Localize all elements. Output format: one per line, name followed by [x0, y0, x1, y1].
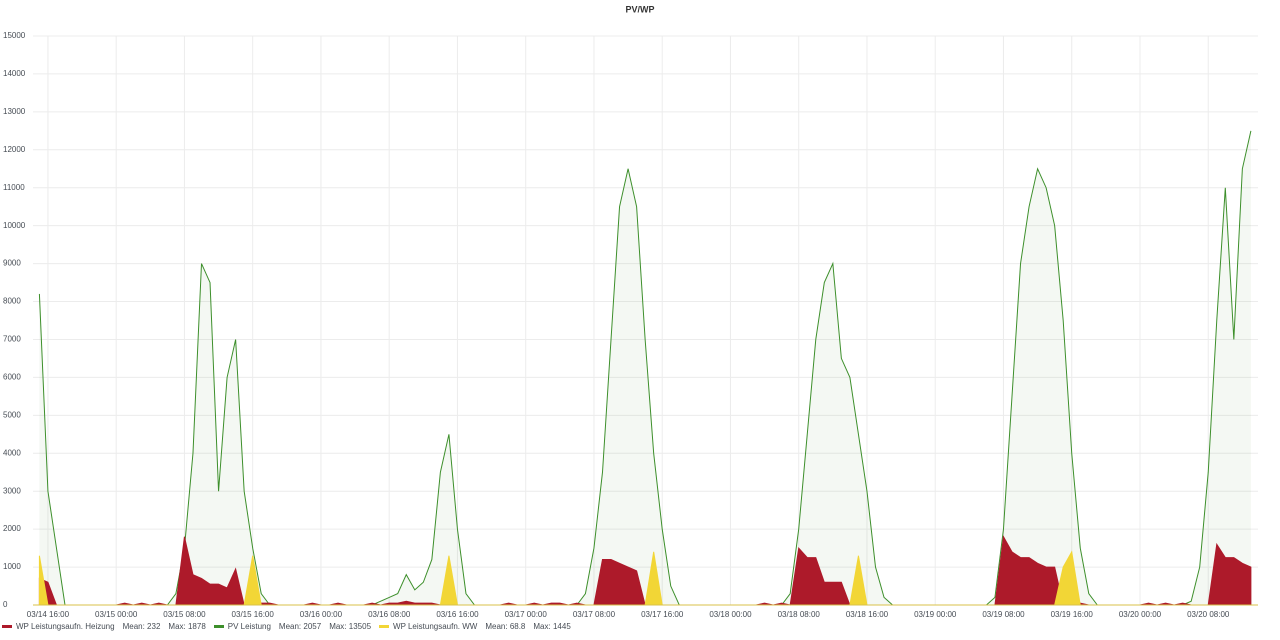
legend-label: WP Leistungsaufn. WW: [393, 622, 478, 631]
x-tick-label: 03/18 08:00: [778, 610, 821, 619]
x-tick-label: 03/16 16:00: [436, 610, 479, 619]
legend-stat-label: Max:: [168, 622, 186, 631]
x-tick-label: 03/20 08:00: [1187, 610, 1230, 619]
legend-stat-label: Mean:: [278, 622, 302, 631]
x-tick-label: 03/18 00:00: [709, 610, 752, 619]
y-tick-label: 4000: [3, 448, 21, 457]
x-tick-label: 03/18 16:00: [846, 610, 889, 619]
legend-stat: Mean: 2057: [279, 622, 321, 631]
legend-stat: Mean: 68.8: [485, 622, 525, 631]
x-tick-label: 03/20 00:00: [1119, 610, 1162, 619]
legend-item[interactable]: PV Leistung Mean: 2057 Max: 13505: [213, 622, 371, 631]
x-tick-label: 03/17 16:00: [641, 610, 684, 619]
legend-stat: Max: 13505: [329, 622, 371, 631]
x-tick-label: 03/19 08:00: [982, 610, 1025, 619]
legend-stat-value: 68.8: [509, 622, 526, 631]
y-tick-label: 1000: [3, 562, 21, 571]
y-tick-label: 6000: [3, 373, 21, 382]
x-tick-label: 03/17 00:00: [505, 610, 548, 619]
y-tick-label: 15000: [3, 31, 26, 40]
legend-stat-value: 13505: [348, 622, 372, 631]
legend-stat-value: 1445: [552, 622, 571, 631]
x-tick-label: 03/17 08:00: [573, 610, 616, 619]
y-tick-label: 3000: [3, 486, 21, 495]
x-tick-label: 03/19 16:00: [1051, 610, 1094, 619]
chart-title: PV/WP: [625, 4, 654, 14]
legend-stat: Max: 1878: [168, 622, 205, 631]
legend-swatch: [2, 625, 12, 628]
legend-stat: Max: 1445: [533, 622, 570, 631]
y-tick-label: 8000: [3, 297, 21, 306]
legend-stat-label: Max:: [329, 622, 347, 631]
legend-label: WP Leistungsaufn. Heizung: [16, 622, 115, 631]
y-tick-label: 9000: [3, 259, 21, 268]
legend-stat-value: 2057: [303, 622, 322, 631]
x-tick-label: 03/16 00:00: [300, 610, 343, 619]
legend-item[interactable]: WP Leistungsaufn. Heizung Mean: 232 Max: 1…: [2, 622, 206, 631]
y-tick-label: 10000: [3, 221, 26, 230]
x-tick-label: 03/16 08:00: [368, 610, 411, 619]
legend-stat-label: Mean:: [485, 622, 508, 631]
x-tick-label: 03/14 16:00: [27, 610, 70, 619]
y-tick-label: 0: [3, 600, 8, 609]
x-tick-label: 03/19 00:00: [914, 610, 957, 619]
y-tick-label: 12000: [3, 145, 26, 154]
y-tick-label: 13000: [3, 107, 26, 116]
series-area-fill: [39, 130, 1251, 605]
x-tick-label: 03/15 16:00: [232, 610, 275, 619]
chart: PV/WP 0 1000 2000 3000 4000 5000 6000 7000 8000 9…: [3, 4, 1258, 619]
legend: WP Leistungsaufn. Heizung Mean: 232 Max: 1…: [2, 622, 571, 631]
legend-stat: Mean: 232: [123, 622, 161, 631]
legend-label: PV Leistung: [227, 622, 271, 631]
legend-stat-value: 232: [147, 622, 161, 631]
legend-stat-label: Max:: [533, 622, 551, 631]
legend-stat-value: 1878: [187, 622, 206, 631]
y-tick-label: 11000: [3, 183, 25, 192]
x-tick-label: 03/15 00:00: [95, 610, 138, 619]
legend-swatch: [379, 625, 390, 628]
y-tick-label: 14000: [3, 69, 26, 78]
y-tick-label: 5000: [3, 410, 21, 419]
x-tick-label: 03/15 08:00: [163, 610, 206, 619]
legend-stat-label: Mean:: [122, 622, 145, 631]
legend-swatch: [213, 625, 224, 628]
y-tick-label: 7000: [3, 335, 21, 344]
legend-item[interactable]: WP Leistungsaufn. WW Mean: 68.8 Max: 1445: [379, 622, 571, 631]
y-tick-label: 2000: [3, 524, 21, 533]
series-line: [38, 130, 1252, 606]
